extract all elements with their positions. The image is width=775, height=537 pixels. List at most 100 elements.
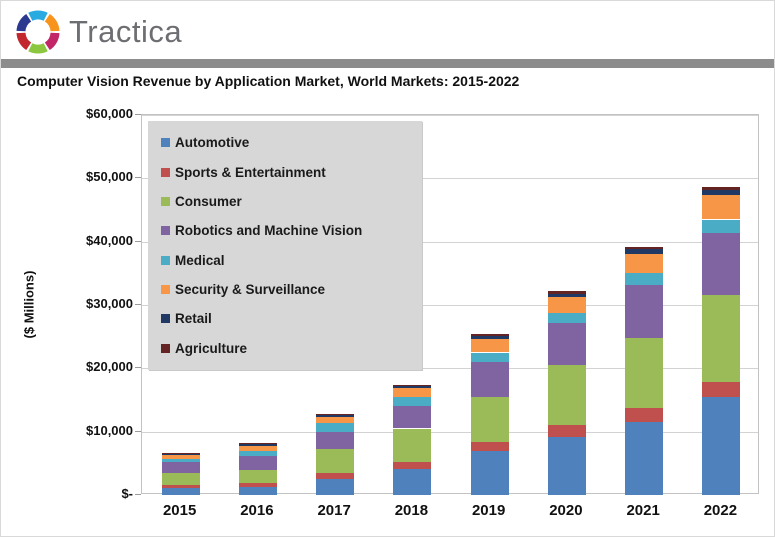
bar-segment (470, 334, 509, 337)
bar-segment (702, 187, 741, 191)
legend-item: Consumer (161, 194, 422, 209)
x-tick-label: 2019 (471, 502, 506, 519)
bar-segment (393, 384, 432, 387)
x-tick-label: 2017 (317, 502, 351, 519)
bar-segment (547, 293, 586, 298)
gridline (142, 115, 758, 116)
bar-segment (316, 415, 355, 418)
bar-segment (316, 417, 355, 424)
logo-text: Tractica (69, 14, 183, 49)
legend-swatch (161, 255, 170, 265)
legend-label: Robotics and Machine Vision (175, 223, 363, 239)
bar-segment (470, 451, 509, 495)
legend-item: Robotics and Machine Vision (161, 223, 422, 238)
legend-item: Security & Surveillance (161, 282, 422, 297)
bar-segment (470, 362, 509, 398)
bar-segment (470, 339, 509, 353)
bar-segment (547, 364, 586, 425)
bar-segment (470, 441, 509, 452)
bar-segment (625, 284, 664, 338)
legend-item: Sports & Entertainment (161, 165, 422, 180)
bar-segment (161, 458, 200, 463)
y-tick-mark (135, 367, 141, 369)
legend-label: Security & Surveillance (175, 282, 326, 298)
bar-segment (238, 443, 277, 445)
bar-segment (470, 397, 509, 442)
bar-segment (238, 446, 277, 451)
bar-segment (625, 253, 664, 273)
bar-segment (393, 428, 432, 463)
y-tick-label: $40,000 (86, 232, 133, 248)
x-tick-label: 2015 (162, 502, 197, 519)
bar-segment (161, 462, 200, 473)
legend-swatch (161, 138, 170, 148)
bar-segment (625, 272, 664, 285)
bar-segment (547, 323, 586, 365)
legend-label: Agriculture (175, 340, 248, 356)
logo-segment (44, 13, 60, 32)
legend-label: Retail (175, 311, 212, 327)
bar-segment (238, 444, 277, 447)
bar-segment (238, 486, 277, 495)
bar-segment (625, 246, 664, 250)
legend-item: Retail (161, 311, 422, 326)
bar-segment (547, 313, 586, 324)
bar-segment (702, 294, 741, 382)
bar-segment (238, 482, 277, 487)
bar-segment (547, 291, 586, 294)
gridline (142, 368, 758, 370)
bar-segment (470, 352, 509, 362)
legend-label: Automotive (175, 135, 250, 151)
bar-segment (161, 452, 200, 454)
x-tick-label: 2018 (394, 502, 429, 519)
bar-segment (393, 396, 432, 407)
bar-segment (702, 396, 741, 495)
legend-item: Medical (161, 253, 422, 268)
legend: Automotive Sports & Entertainment Consumer… (148, 121, 422, 370)
logo-segment (16, 32, 32, 51)
bar-segment (702, 190, 741, 196)
bar-segment (393, 469, 432, 495)
logo-segment (16, 13, 32, 32)
bar-segment (702, 219, 741, 233)
bar-segment (702, 381, 741, 397)
legend-item: Agriculture (161, 341, 422, 356)
header-divider-bar (1, 59, 774, 68)
legend-label: Medical (175, 252, 225, 268)
y-tick-mark (135, 240, 141, 242)
gridline (142, 241, 758, 243)
bar-segment (316, 431, 355, 450)
bar-segment (625, 337, 664, 409)
tractica-logo-icon (16, 10, 60, 54)
gridline (142, 305, 758, 306)
y-tick-mark (135, 430, 141, 432)
logo-segment (28, 43, 48, 54)
header: Tractica (15, 6, 182, 58)
x-tick-label: 2021 (626, 502, 660, 519)
gridline (142, 178, 758, 180)
bar-segment (238, 450, 277, 457)
legend-swatch (161, 196, 170, 206)
y-tick-label: $- (121, 486, 133, 501)
bar-segment (625, 408, 664, 422)
legend-swatch (161, 343, 170, 353)
legend-swatch (161, 285, 170, 295)
y-axis-title: ($ Millions) (21, 270, 37, 339)
y-tick-label: $20,000 (86, 359, 133, 375)
legend-item: Automotive (161, 135, 422, 150)
bar-segment (161, 484, 200, 489)
bar-segment (547, 297, 586, 314)
x-tick-label: 2022 (703, 502, 738, 519)
y-tick-mark (135, 494, 141, 495)
logo-segment (44, 32, 60, 51)
logo-segment (28, 10, 48, 21)
x-tick-label: 2020 (549, 502, 583, 519)
y-tick-label: $50,000 (86, 169, 133, 185)
legend-swatch (161, 314, 170, 324)
bar-segment (161, 472, 200, 485)
bar-segment (316, 413, 355, 416)
bar-segment (238, 470, 277, 483)
y-tick-label: $30,000 (86, 296, 133, 311)
bar-segment (238, 456, 277, 471)
